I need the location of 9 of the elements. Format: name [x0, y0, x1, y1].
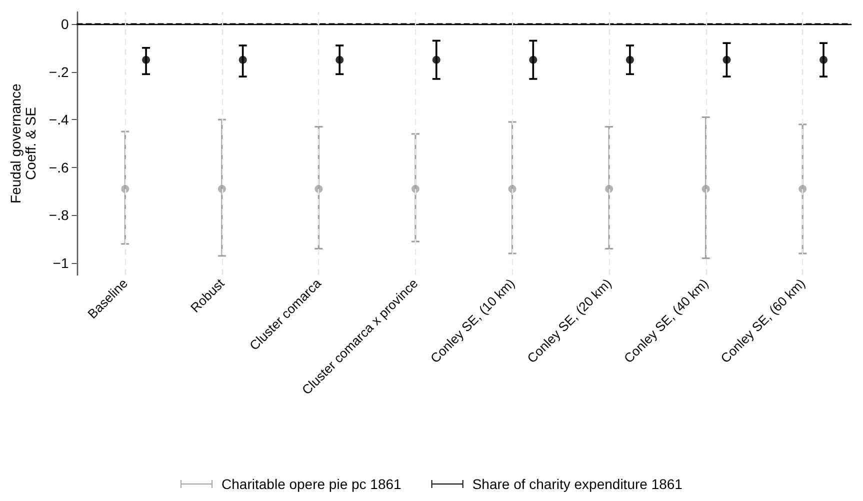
y-tick-label: −.2	[48, 64, 69, 80]
legend-label: Charitable opere pie pc 1861	[222, 476, 402, 492]
y-tick-label: −.8	[48, 207, 69, 224]
y-tick-label: −.6	[48, 159, 69, 176]
y-tick-label: −.4	[48, 112, 69, 128]
y-tick-label: 0	[60, 16, 69, 32]
y-tick-label: −1	[52, 255, 69, 272]
y-axis-title: Feudal governance Coeff. & SE	[8, 83, 38, 204]
legend-label: Share of charity expenditure 1861	[472, 476, 683, 492]
